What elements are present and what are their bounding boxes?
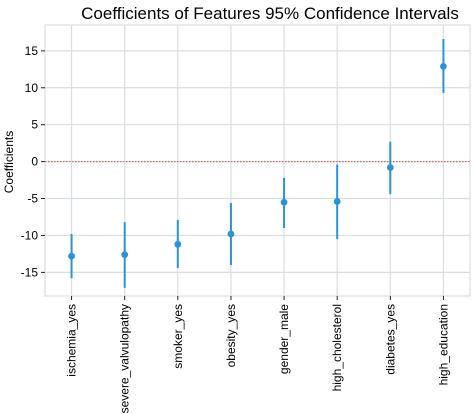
y-axis-label: Coefficients xyxy=(2,131,16,193)
x-tick-label: diabetes_yes xyxy=(383,304,397,375)
coefficient-point xyxy=(280,198,288,206)
y-tick-label: 5 xyxy=(31,118,38,132)
x-tick-label: ischemia_yes xyxy=(65,304,79,377)
y-tick-label: -15 xyxy=(21,265,39,279)
coefficient-point xyxy=(227,230,235,238)
coefficient-point xyxy=(68,252,75,260)
plot-frame xyxy=(44,24,471,297)
x-tick-label: gender_male xyxy=(277,304,291,374)
y-tick-label: -5 xyxy=(27,192,38,206)
coefficient-point xyxy=(386,164,394,171)
coefficient-point xyxy=(121,251,129,259)
coefficient-point xyxy=(333,198,341,205)
x-tick-label: obesity_yes xyxy=(224,304,238,367)
x-tick-label: high_cholesterol xyxy=(330,304,344,391)
y-tick-label: -10 xyxy=(21,228,39,242)
x-axis-ticks: ischemia_yes severe_valvulopathy smoker_ye… xyxy=(65,296,450,413)
y-tick-label: 15 xyxy=(25,44,39,58)
coefficient-point xyxy=(440,62,447,70)
y-tick-label: 10 xyxy=(25,81,39,95)
x-tick-label: smoker_yes xyxy=(171,304,185,369)
x-tick-label: high_education xyxy=(436,304,450,385)
y-axis-ticks: -15 -10 -5 0 5 10 15 xyxy=(21,44,45,279)
marks-layer xyxy=(68,39,447,288)
y-tick-label: 0 xyxy=(31,155,38,169)
coefficient-point xyxy=(174,240,182,248)
grid-layer xyxy=(45,25,470,296)
x-tick-label: severe_valvulopathy xyxy=(118,304,132,413)
chart-title: Coefficients of Features 95% Confidence … xyxy=(81,4,459,23)
